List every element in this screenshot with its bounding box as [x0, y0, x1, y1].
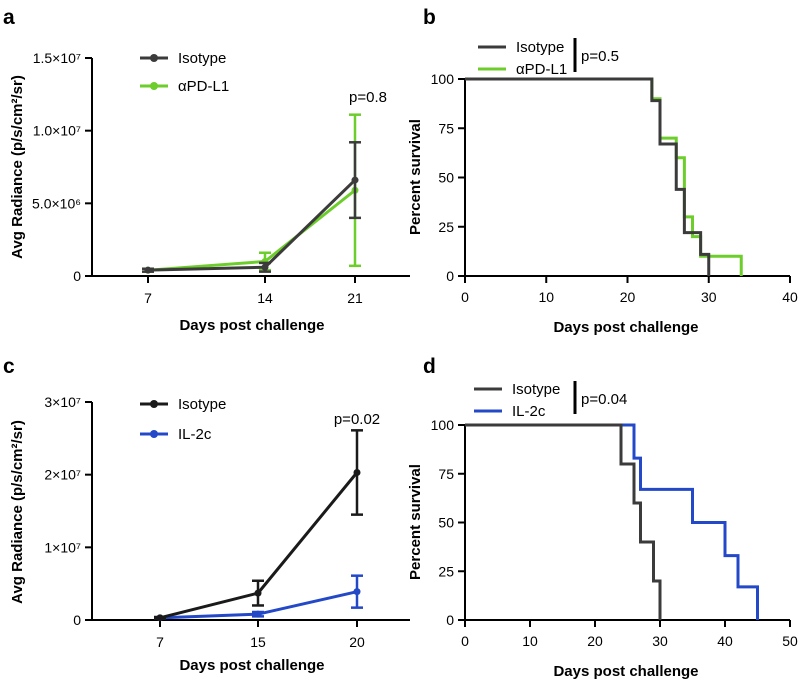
panel-letter-c: c	[3, 355, 15, 378]
y-tick-label-d-3: 75	[438, 466, 454, 482]
x-tick-label-d-5: 50	[782, 633, 798, 649]
data-point-a-0-2	[351, 176, 359, 184]
x-tick-label-a-0: 7	[144, 290, 152, 306]
data-point-c-0-1	[254, 589, 262, 597]
legend-label-c-0: Isotype	[178, 396, 226, 413]
p-value-b: p=0.5	[581, 48, 619, 65]
series-line-a-1	[147, 189, 356, 272]
y-tick-label-c-1: 1×10⁷	[44, 539, 81, 555]
p-value-a: p=0.8	[349, 89, 387, 106]
y-axis-title-a: Avg Radiance (p/s/cm²/sr)	[9, 75, 26, 259]
x-tick-label-d-2: 20	[587, 633, 603, 649]
y-tick-label-b-1: 25	[438, 219, 454, 235]
data-point-c-1-1	[254, 610, 262, 618]
legend-label-d-0: Isotype	[512, 381, 560, 398]
legend-label-d-1: IL-2c	[512, 403, 546, 420]
x-tick-label-d-4: 40	[717, 633, 733, 649]
y-tick-label-c-2: 2×10⁷	[44, 467, 81, 483]
y-tick-label-c-0: 0	[73, 612, 81, 628]
x-axis-title-d: Days post challenge	[553, 663, 698, 680]
x-tick-label-b-3: 30	[701, 289, 717, 305]
x-axis-title-c: Days post challenge	[179, 657, 324, 674]
series-line-a-0	[147, 179, 357, 272]
x-axis-title-b: Days post challenge	[553, 319, 698, 336]
legend-marker-c-0	[150, 400, 158, 408]
y-axis-title-b: Percent survival	[407, 119, 424, 235]
x-tick-label-d-1: 10	[522, 633, 538, 649]
x-tick-label-b-2: 20	[620, 289, 636, 305]
x-tick-label-b-4: 40	[782, 289, 798, 305]
x-tick-label-c-1: 15	[250, 634, 266, 650]
panel-letter-a: a	[3, 6, 15, 29]
data-point-c-1-2	[353, 588, 361, 596]
x-tick-label-c-2: 20	[349, 634, 365, 650]
p-value-c: p=0.02	[334, 411, 380, 428]
legend-label-b-0: Isotype	[516, 39, 564, 56]
legend-marker-c-1	[150, 430, 158, 438]
panel-letter-d: d	[423, 355, 436, 378]
legend-label-c-1: IL-2c	[178, 426, 212, 443]
y-tick-label-b-2: 50	[438, 170, 454, 186]
x-tick-label-a-2: 21	[347, 290, 363, 306]
data-point-a-0-1	[261, 263, 269, 271]
legend-marker-a-0	[150, 54, 158, 62]
y-tick-label-a-3: 1.5×10⁷	[33, 50, 81, 66]
survival-curve-b-0	[465, 77, 711, 276]
y-tick-label-d-4: 100	[431, 417, 455, 433]
legend-label-a-0: Isotype	[178, 50, 226, 67]
legend-label-b-1: αPD-L1	[516, 61, 567, 78]
legend-marker-a-1	[150, 82, 158, 90]
survival-curve-d-0	[465, 423, 662, 620]
x-axis-title-a: Days post challenge	[179, 317, 324, 334]
x-tick-label-d-3: 30	[652, 633, 668, 649]
y-tick-label-d-2: 50	[438, 515, 454, 531]
survival-curve-d-1	[465, 423, 759, 620]
data-point-c-0-2	[353, 468, 361, 476]
y-tick-label-a-0: 0	[73, 268, 81, 284]
x-tick-label-d-0: 0	[461, 633, 469, 649]
x-tick-label-b-0: 0	[461, 289, 469, 305]
y-axis-title-d: Percent survival	[407, 464, 424, 580]
y-tick-label-b-3: 75	[438, 120, 454, 136]
y-axis-title-c: Avg Radiance (p/s/cm²/sr)	[9, 420, 26, 604]
y-tick-label-a-1: 5.0×10⁶	[32, 195, 81, 211]
y-tick-label-a-2: 1.0×10⁷	[33, 123, 81, 139]
x-tick-label-c-0: 7	[156, 634, 164, 650]
y-tick-label-b-4: 100	[431, 71, 455, 87]
panel-letter-b: b	[423, 6, 436, 29]
y-tick-label-c-3: 3×10⁷	[44, 394, 81, 410]
x-tick-label-a-1: 14	[257, 290, 273, 306]
p-value-d: p=0.04	[581, 391, 627, 408]
legend-label-a-1: αPD-L1	[178, 78, 229, 95]
y-tick-label-d-0: 0	[446, 612, 454, 628]
y-tick-label-b-0: 0	[446, 268, 454, 284]
data-point-c-0-0	[156, 614, 164, 622]
x-tick-label-b-1: 10	[538, 289, 554, 305]
data-point-a-0-0	[144, 266, 152, 274]
y-tick-label-d-1: 25	[438, 563, 454, 579]
